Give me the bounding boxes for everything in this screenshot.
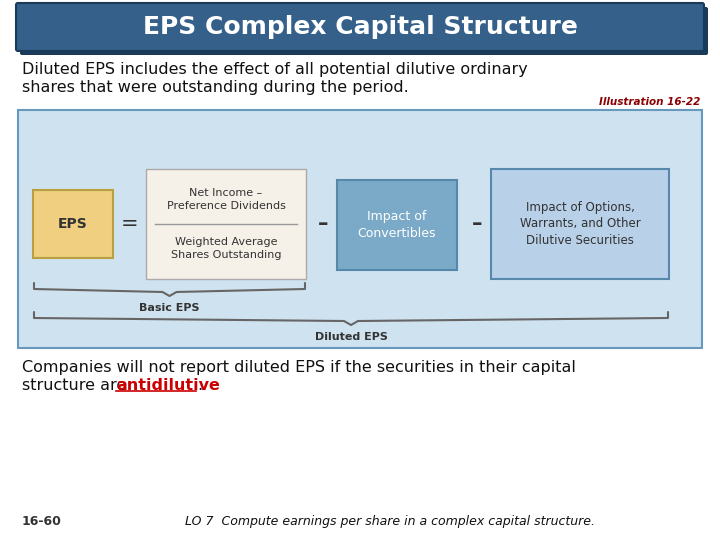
Text: structure are: structure are — [22, 378, 131, 393]
FancyBboxPatch shape — [491, 169, 669, 279]
Text: Impact of Options,
Warrants, and Other
Dilutive Securities: Impact of Options, Warrants, and Other D… — [520, 200, 640, 247]
Text: Impact of
Convertibles: Impact of Convertibles — [358, 210, 436, 240]
FancyBboxPatch shape — [146, 169, 306, 279]
Text: Net Income –
Preference Dividends: Net Income – Preference Dividends — [166, 187, 285, 211]
Text: antidilutive: antidilutive — [116, 378, 220, 393]
FancyBboxPatch shape — [337, 180, 457, 270]
Text: Basic EPS: Basic EPS — [139, 303, 199, 313]
Text: 16-60: 16-60 — [22, 515, 62, 528]
Text: Weighted Average
Shares Outstanding: Weighted Average Shares Outstanding — [171, 237, 282, 260]
FancyBboxPatch shape — [33, 190, 113, 258]
Text: Companies will not report diluted EPS if the securities in their capital: Companies will not report diluted EPS if… — [22, 360, 576, 375]
Text: Illustration 16-22: Illustration 16-22 — [598, 97, 700, 107]
FancyBboxPatch shape — [20, 7, 708, 55]
Text: shares that were outstanding during the period.: shares that were outstanding during the … — [22, 80, 409, 95]
Text: .: . — [197, 378, 202, 393]
FancyBboxPatch shape — [16, 3, 704, 51]
FancyBboxPatch shape — [18, 110, 702, 348]
Text: EPS: EPS — [58, 217, 88, 231]
Text: EPS Complex Capital Structure: EPS Complex Capital Structure — [143, 15, 577, 39]
Text: –: – — [472, 214, 482, 234]
Text: LO 7  Compute earnings per share in a complex capital structure.: LO 7 Compute earnings per share in a com… — [185, 515, 595, 528]
Text: Diluted EPS: Diluted EPS — [315, 332, 387, 342]
Text: –: – — [318, 214, 328, 234]
Text: =: = — [121, 214, 139, 234]
Text: Diluted EPS includes the effect of all potential dilutive ordinary: Diluted EPS includes the effect of all p… — [22, 62, 528, 77]
